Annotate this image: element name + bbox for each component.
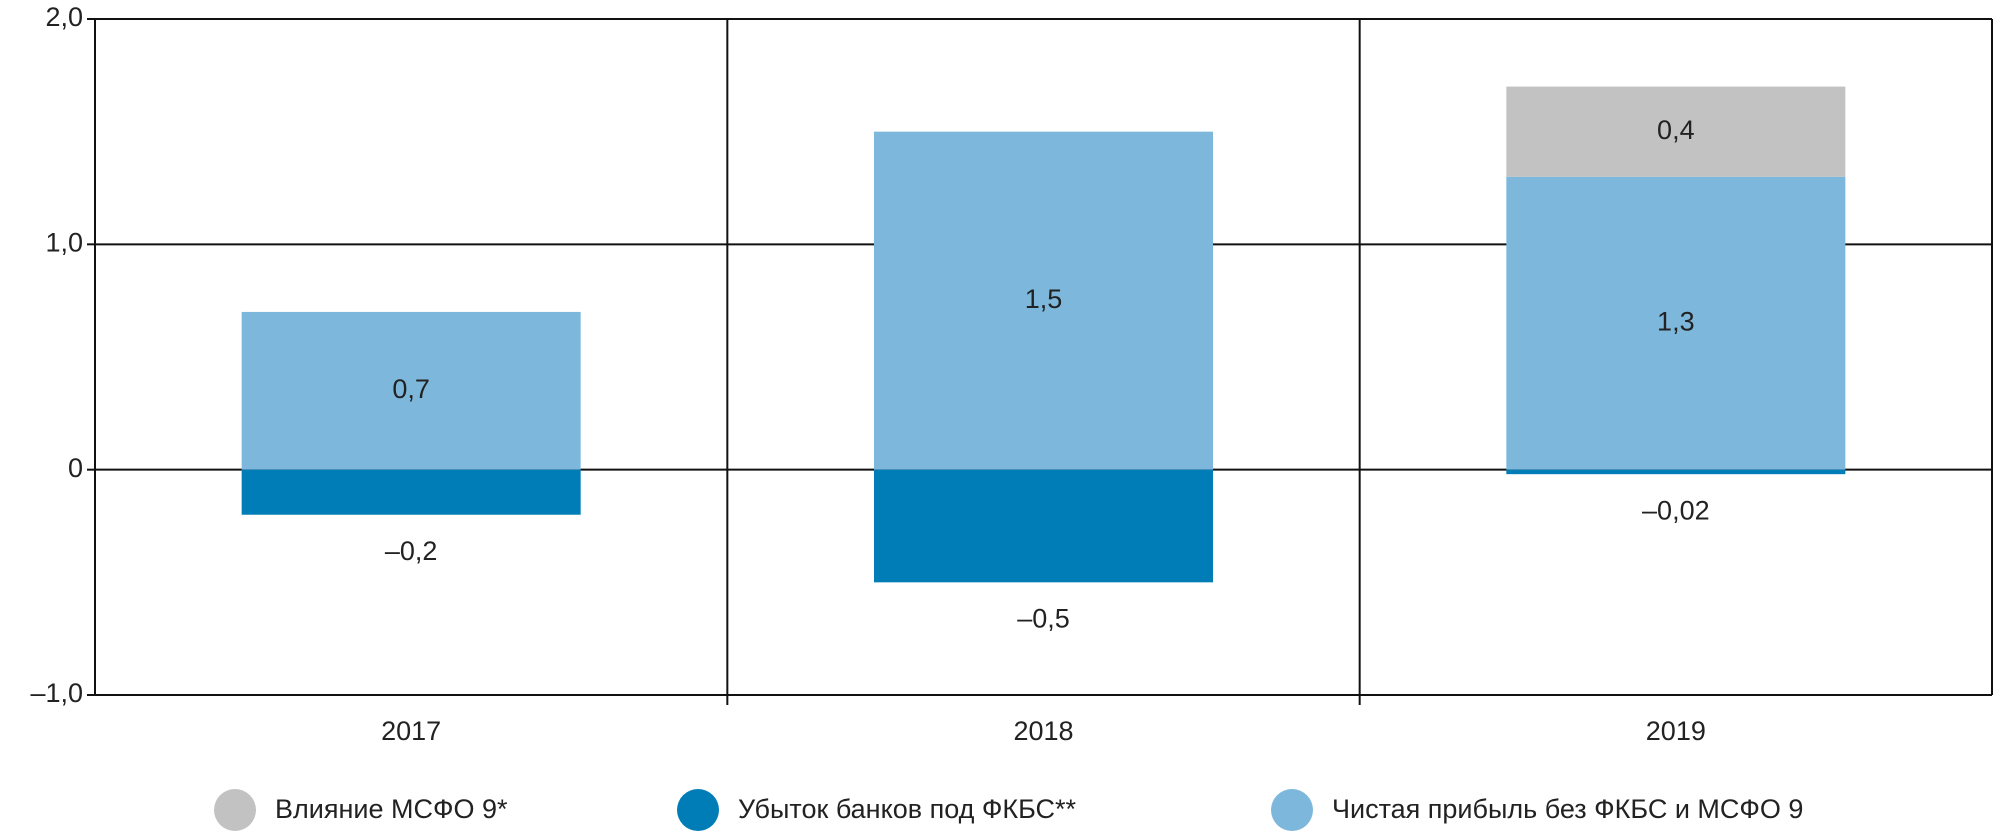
bar-segment	[241, 469, 581, 515]
legend-swatch	[1271, 789, 1313, 831]
legend-label: Влияние МСФО 9*	[275, 794, 508, 824]
y-tick-label: –1,0	[30, 678, 83, 708]
data-label: 1,5	[1025, 284, 1063, 314]
x-tick-label: 2018	[1013, 716, 1073, 746]
data-label: –0,02	[1642, 495, 1710, 525]
legend-label: Чистая прибыль без ФКБС и МСФО 9	[1332, 794, 1803, 824]
bar-segment	[874, 469, 1213, 583]
legend-swatch	[677, 789, 719, 831]
x-tick-label: 2019	[1646, 716, 1706, 746]
bar-segment	[241, 311, 581, 470]
legend-swatch	[214, 789, 256, 831]
x-tick-label: 2017	[381, 716, 441, 746]
data-label: –0,5	[1017, 603, 1070, 633]
bar-segment	[1506, 86, 1846, 177]
y-tick-label: 1,0	[45, 227, 83, 257]
data-label: –0,2	[385, 536, 438, 566]
bar-segment	[1506, 176, 1846, 470]
data-label: 0,7	[392, 374, 430, 404]
data-label: 0,4	[1657, 115, 1695, 145]
bar-segment	[874, 131, 1213, 470]
y-tick-label: 2,0	[45, 2, 83, 32]
y-tick-label: 0	[68, 453, 83, 483]
bar-segment	[1506, 469, 1846, 475]
legend-label: Убыток банков под ФКБС**	[738, 794, 1077, 824]
data-label: 1,3	[1657, 306, 1695, 336]
